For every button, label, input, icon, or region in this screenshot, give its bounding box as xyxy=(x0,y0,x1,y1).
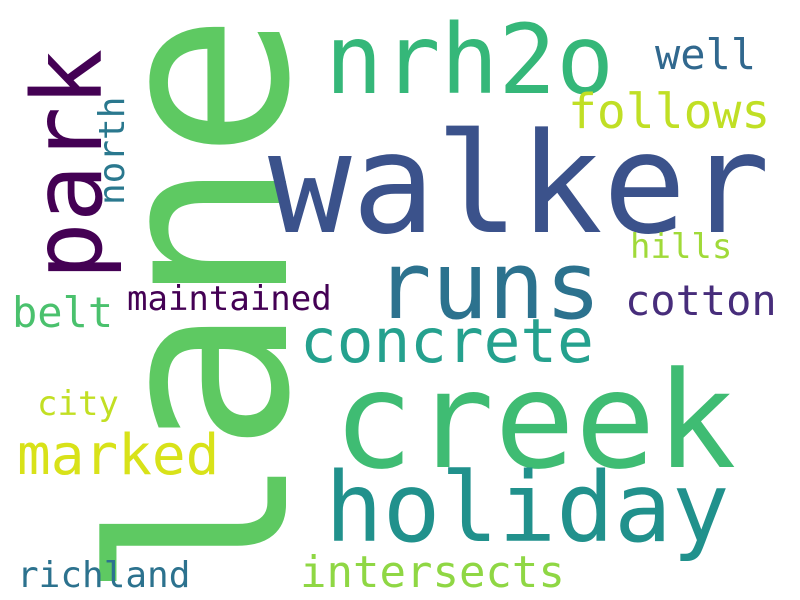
word-runs: runs xyxy=(375,232,602,341)
word-walker: walker xyxy=(268,103,771,265)
word-well: well xyxy=(655,30,757,79)
word-holiday: holiday xyxy=(325,452,730,564)
word-north: north xyxy=(92,96,133,205)
word-nrh2o: nrh2o xyxy=(325,4,614,116)
word-belt: belt xyxy=(12,288,114,337)
word-city: city xyxy=(37,384,119,424)
word-hills: hills xyxy=(630,227,733,267)
word-maintained: maintained xyxy=(127,279,332,319)
word-marked: marked xyxy=(17,423,220,488)
word-intersects: intersects xyxy=(300,547,565,598)
word-cotton: cotton xyxy=(625,276,777,325)
word-richland: richland xyxy=(17,555,191,596)
word-creek: creek xyxy=(333,343,737,499)
word-follows: follows xyxy=(568,84,771,140)
word-concrete: concrete xyxy=(300,306,594,377)
